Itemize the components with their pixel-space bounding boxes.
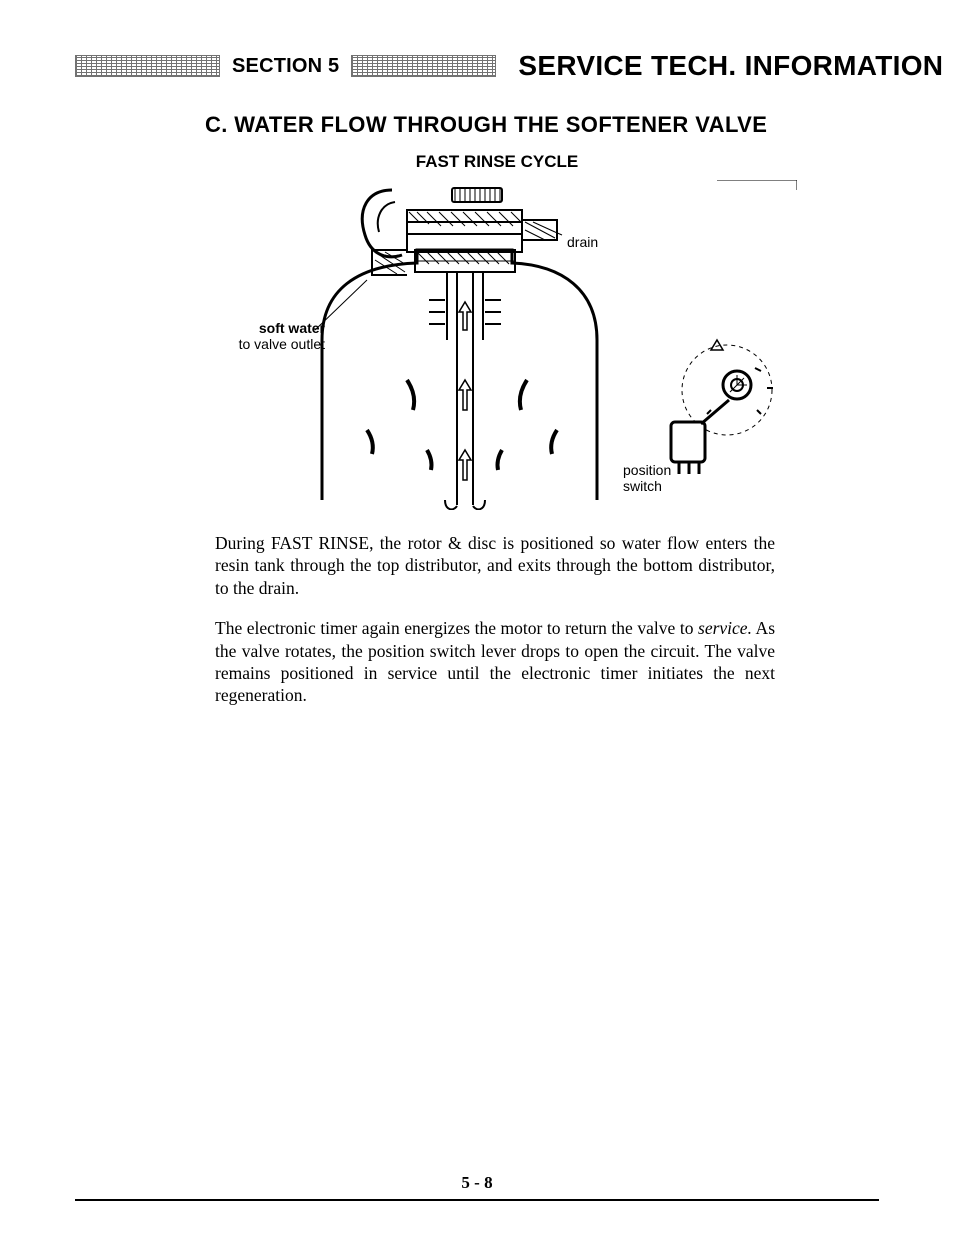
footer-rule <box>75 1199 879 1201</box>
page-root: SECTION 5 SERVICE TECH. INFORMATION C. W… <box>0 0 954 1235</box>
label-position-switch: position switch <box>623 462 671 494</box>
page-number: 5 - 8 <box>0 1173 954 1193</box>
paragraph-2: The electronic timer again energizes the… <box>215 617 775 707</box>
paragraph-1: During FAST RINSE, the rotor & disc is p… <box>215 532 775 599</box>
label-soft-water: soft water to valve outlet <box>235 320 325 352</box>
hatch-left-decor <box>75 55 220 77</box>
cycle-title: FAST RINSE CYCLE <box>115 152 879 172</box>
label-drain: drain <box>567 234 598 250</box>
diagram-container: drain soft water to valve outlet positio… <box>157 180 797 510</box>
label-soft-water-bold: soft water <box>259 320 325 336</box>
label-position-switch-l2: switch <box>623 478 662 494</box>
label-soft-water-sub: to valve outlet <box>239 336 325 352</box>
hatch-right-decor <box>351 55 496 77</box>
subsection-heading: C. WATER FLOW THROUGH THE SOFTENER VALVE <box>205 112 879 138</box>
paragraph-2-ital: service. <box>698 618 752 638</box>
section-label: SECTION 5 <box>228 55 343 78</box>
label-position-switch-l1: position <box>623 462 671 478</box>
page-title: SERVICE TECH. INFORMATION <box>518 50 943 82</box>
header-row: SECTION 5 SERVICE TECH. INFORMATION <box>75 50 879 82</box>
paragraph-2-a: The electronic timer again energizes the… <box>215 618 698 638</box>
